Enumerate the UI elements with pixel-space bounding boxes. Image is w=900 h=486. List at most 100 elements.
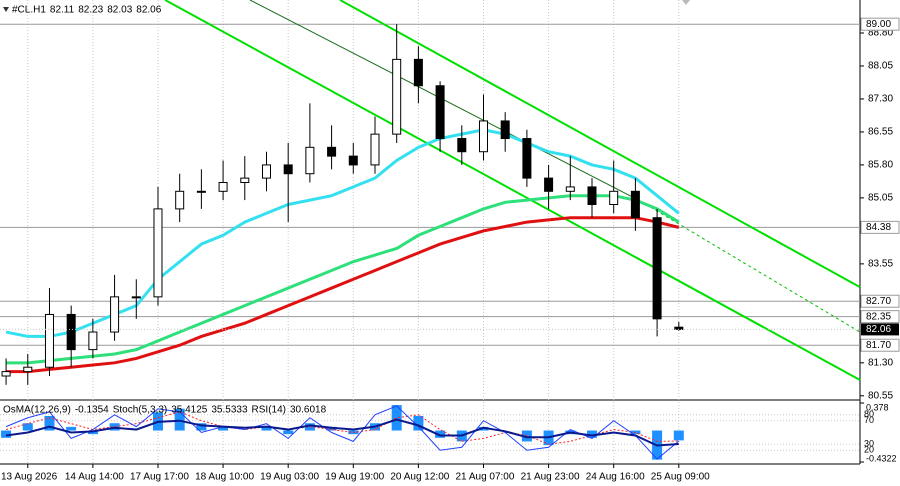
candle-body	[435, 85, 445, 140]
candle-body	[218, 182, 228, 192]
y-tick-label: 83.55	[868, 259, 893, 270]
candle-body	[44, 313, 54, 368]
candle-body	[652, 217, 662, 320]
candle-body	[261, 164, 271, 179]
ohlc-value: 82.06	[136, 5, 161, 16]
indicator-value: -0.1354	[75, 405, 109, 416]
x-tick-label: 13 Aug 2026	[1, 472, 58, 483]
y-tick-label: 86.55	[868, 127, 893, 138]
ohlc-value: 82.23	[78, 5, 103, 16]
candle-body	[457, 138, 467, 153]
candle-body	[110, 296, 120, 333]
osma-tick-label: 0.378	[866, 402, 889, 412]
x-tick-label: 18 Aug 10:00	[195, 472, 254, 483]
level-label-box	[860, 294, 900, 308]
osma-bar	[391, 405, 402, 431]
shift-marker	[682, 0, 690, 5]
osma-bar	[586, 430, 597, 438]
x-tick-label: 17 Aug 17:00	[130, 472, 189, 483]
osma-bar	[87, 430, 98, 435]
indicator-name: RSI(14)	[252, 405, 286, 416]
candle-body	[240, 177, 250, 184]
indicator-tick-label: 70	[864, 415, 874, 425]
candle-body	[348, 155, 358, 166]
ohlc-value: 82.03	[107, 5, 132, 16]
trend-line	[639, 200, 861, 333]
symbol-icon	[3, 7, 9, 12]
osma-bar	[413, 415, 424, 431]
candle-body	[175, 190, 185, 210]
osma-bar	[44, 415, 55, 431]
last-price-label: 82.06	[866, 324, 891, 335]
x-tick-label: 25 Aug 09:00	[651, 472, 710, 483]
ohlc-value: 82.11	[50, 5, 75, 16]
y-tick-label: 87.30	[868, 94, 893, 105]
candle-body	[630, 190, 640, 219]
osma-bar	[196, 423, 207, 431]
x-tick-label: 21 Aug 23:00	[521, 472, 580, 483]
candle-body	[544, 177, 554, 192]
candle-body	[88, 331, 98, 351]
osma-bar	[174, 408, 185, 431]
x-tick-label: 20 Aug 12:00	[390, 472, 449, 483]
candle-body	[478, 120, 488, 153]
candle-body	[609, 190, 619, 205]
osma-bar	[1, 430, 12, 438]
level-label: 84.38	[866, 222, 891, 233]
trend-line	[339, 0, 861, 289]
osma-bar	[261, 426, 272, 431]
osma-bar	[283, 430, 294, 435]
osma-tick-label: -0.4322	[866, 453, 897, 463]
level-label-box	[860, 220, 900, 234]
y-tick-label: 85.80	[868, 160, 893, 171]
y-tick-label: 81.30	[868, 357, 893, 368]
y-tick-label: 85.05	[868, 193, 893, 204]
y-tick-label: 80.55	[868, 390, 893, 401]
osma-bar	[22, 423, 33, 431]
candle-body	[283, 164, 293, 175]
indicator-value: 30.6018	[290, 405, 327, 416]
candle-body	[327, 146, 337, 157]
osma-bar	[218, 426, 229, 431]
candle-body	[23, 366, 33, 373]
indicator-name: OsMA(12,26,9)	[3, 405, 71, 416]
y-tick-label: 88.05	[868, 61, 893, 72]
indicator-name: Stoch(5,3,3)	[113, 405, 167, 416]
x-tick-label: 24 Aug 16:00	[586, 472, 645, 483]
x-tick-label: 19 Aug 19:00	[325, 472, 384, 483]
trend-line	[164, 0, 861, 381]
symbol: #CL.H1	[12, 5, 46, 16]
candle-body	[565, 186, 575, 192]
y-tick-label: 88.80	[868, 28, 893, 39]
candle-body	[66, 313, 76, 351]
candle-body	[500, 120, 510, 140]
level-label-box	[860, 17, 900, 31]
osma-bar	[66, 426, 77, 431]
osma-bar	[673, 430, 684, 441]
moving-average	[6, 194, 680, 365]
indicator-value: 35.5333	[211, 405, 248, 416]
candle-body	[392, 58, 402, 135]
x-tick-label: 14 Aug 14:00	[65, 472, 124, 483]
candle-body	[131, 296, 141, 299]
candle-body	[196, 190, 206, 193]
candle-body	[522, 138, 532, 179]
candle-body	[587, 186, 597, 205]
candle-body	[305, 146, 315, 175]
x-tick-label: 19 Aug 03:00	[260, 472, 319, 483]
stoch-signal	[5, 411, 679, 445]
level-label: 81.70	[866, 340, 891, 351]
trend-line	[249, 0, 641, 202]
indicator-value: 35.4125	[171, 405, 208, 416]
candle-body	[370, 133, 380, 166]
indicator-tick-label: 20	[864, 445, 874, 455]
candle-body	[153, 208, 163, 298]
last-price-box	[861, 323, 899, 336]
indicator-tick-label: 80	[864, 409, 874, 419]
osma-bar	[435, 430, 446, 438]
level-label: 82.35	[866, 311, 891, 322]
level-label-box	[860, 338, 900, 352]
